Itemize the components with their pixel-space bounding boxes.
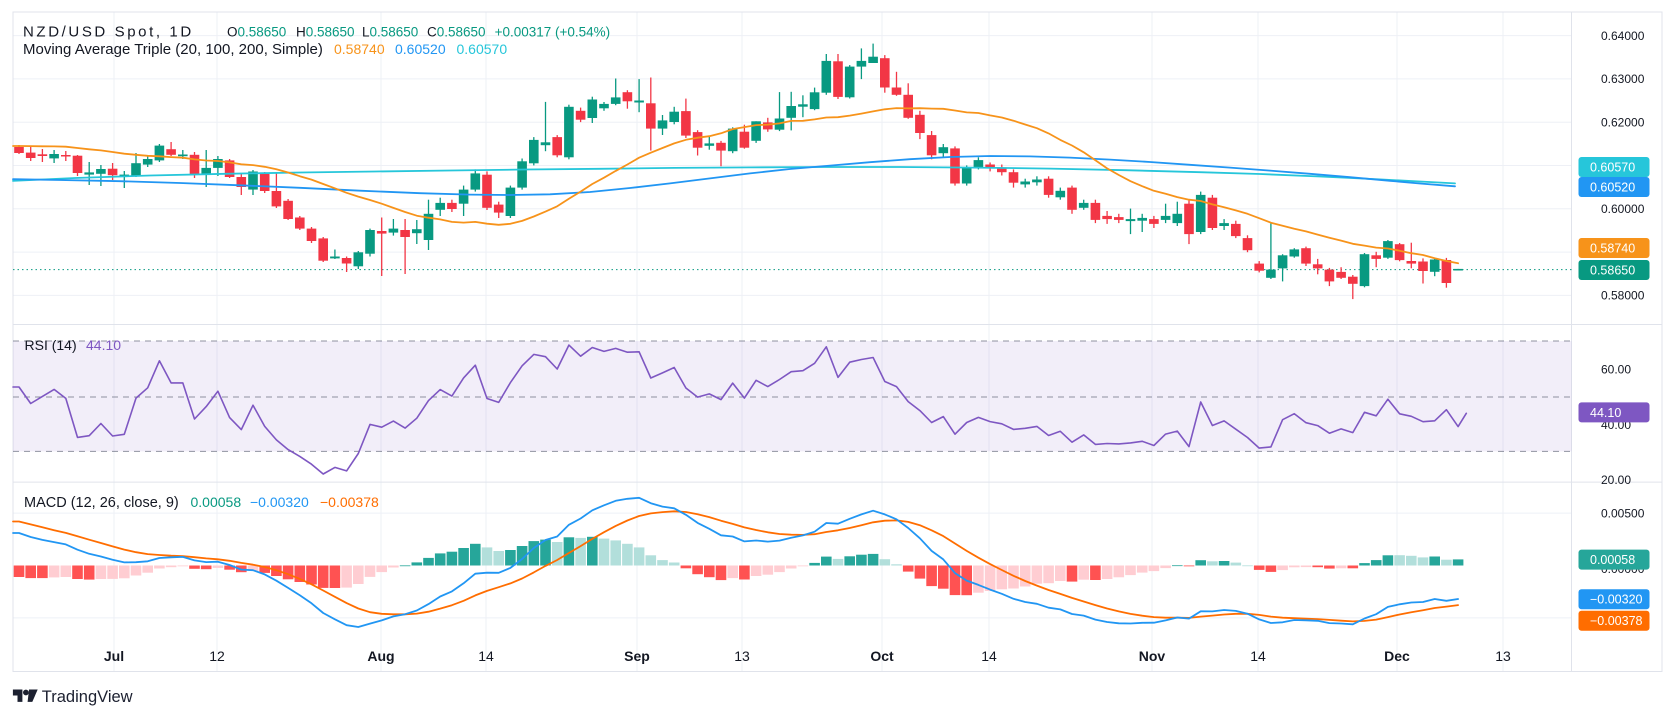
- svg-text:44.10: 44.10: [1590, 406, 1621, 420]
- svg-text:44.10: 44.10: [86, 337, 121, 353]
- svg-text:NZD/USD Spot, 1D: NZD/USD Spot, 1D: [23, 24, 194, 41]
- svg-text:0.60520: 0.60520: [1590, 180, 1635, 194]
- svg-text:14: 14: [1250, 648, 1266, 664]
- svg-text:0.63000: 0.63000: [1601, 72, 1645, 86]
- svg-text:−0.00378: −0.00378: [1590, 614, 1643, 628]
- svg-text:60.00: 60.00: [1601, 363, 1631, 377]
- svg-text:TradingView: TradingView: [42, 688, 133, 706]
- svg-text:12: 12: [209, 648, 225, 664]
- svg-text:0.64000: 0.64000: [1601, 29, 1645, 43]
- svg-text:0.58000: 0.58000: [1601, 289, 1645, 303]
- svg-text:Aug: Aug: [367, 648, 394, 664]
- svg-text:0.00058−0.00320−0.00378: 0.00058 −0.00320 −0.00378: [191, 494, 379, 510]
- svg-text:Nov: Nov: [1139, 648, 1166, 664]
- svg-text:0.00500: 0.00500: [1601, 506, 1645, 520]
- svg-text:0.60000: 0.60000: [1601, 202, 1645, 216]
- svg-text:MACD (12, 26, close, 9): MACD (12, 26, close, 9): [24, 495, 179, 511]
- svg-text:0.60570: 0.60570: [1590, 160, 1635, 174]
- svg-text:14: 14: [478, 648, 494, 664]
- svg-text:Oct: Oct: [870, 648, 894, 664]
- svg-text:0.62000: 0.62000: [1601, 115, 1645, 129]
- svg-text:0.58740: 0.58740: [1590, 241, 1635, 255]
- svg-text:Moving Average Triple (20, 100: Moving Average Triple (20, 100, 200, Sim…: [23, 41, 323, 58]
- svg-text:−0.00320: −0.00320: [1590, 593, 1643, 607]
- svg-text:13: 13: [1495, 648, 1511, 664]
- svg-text:Jul: Jul: [104, 648, 124, 664]
- svg-text:20.00: 20.00: [1601, 473, 1631, 487]
- svg-text:RSI (14): RSI (14): [25, 337, 77, 353]
- svg-text:Dec: Dec: [1384, 648, 1410, 664]
- svg-text:13: 13: [734, 648, 750, 664]
- svg-text:14: 14: [981, 648, 997, 664]
- svg-text:0.58650: 0.58650: [1590, 263, 1635, 277]
- svg-text:Sep: Sep: [624, 648, 650, 664]
- svg-text:0.00058: 0.00058: [1590, 553, 1635, 567]
